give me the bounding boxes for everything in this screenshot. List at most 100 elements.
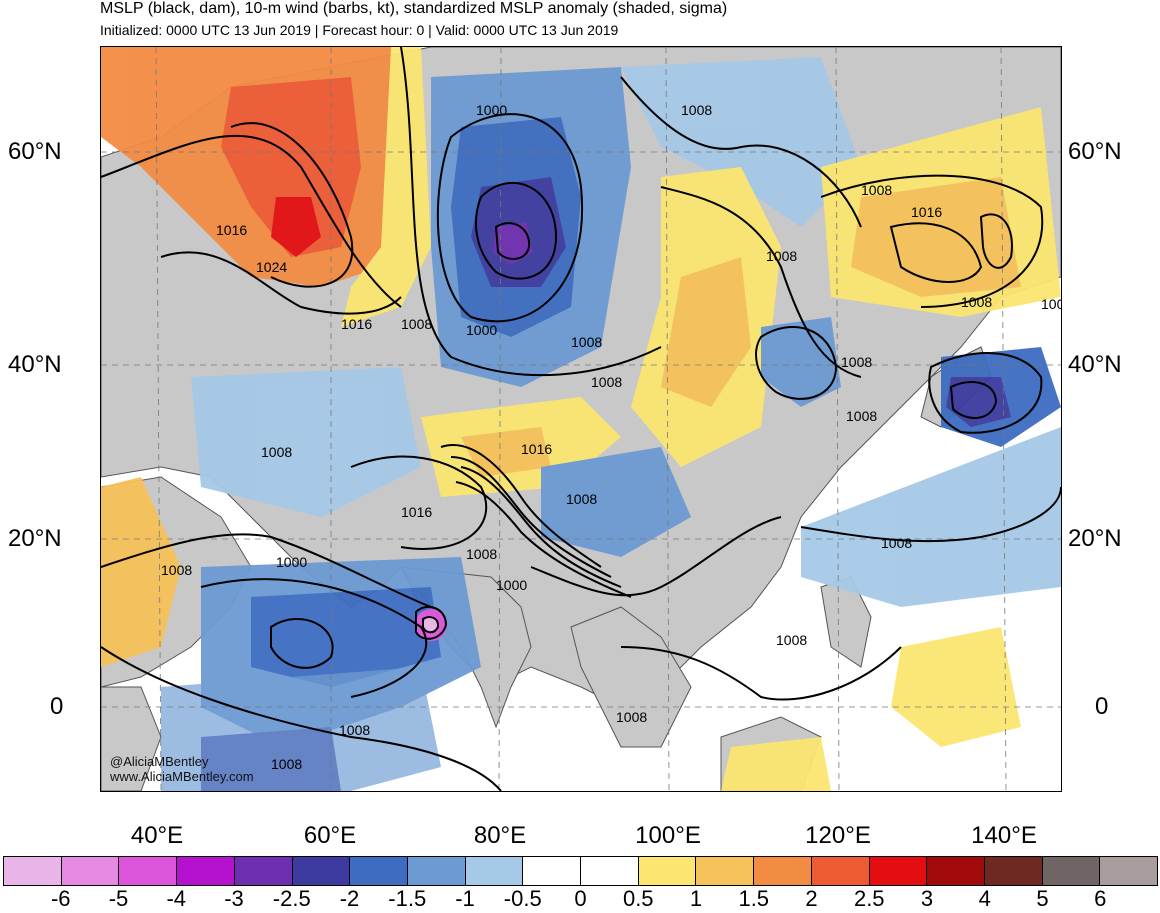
credit-handle: @AliciaMBentley [110,754,209,769]
lon-label-80e: 80°E [473,822,527,849]
isobar-label: 1008 [401,316,432,332]
colorbar-box [61,857,120,885]
colorbar-label: -6 [50,886,71,911]
colorbar-box [869,857,928,885]
colorbar-label: 4 [978,886,991,911]
colorbar-label: 1 [689,886,703,911]
colorbar-label: 1.5 [738,886,770,911]
colorbar-box [350,857,408,885]
isobar-label: 1024 [256,259,287,275]
colorbar-label: -0.5 [503,886,542,911]
colorbar-label: -5 [108,886,129,911]
lat-label-20n-right: 20°N [1068,525,1122,552]
lat-label-20n-left: 20°N [8,525,62,552]
colorbar-box [581,857,639,885]
isobar-label: 1000 [1041,296,1061,312]
colorbar-label: 3 [920,886,934,911]
isobar-label: 1008 [261,444,292,460]
isobar-label: 1008 [566,491,597,507]
isobar-label: 1008 [339,722,370,738]
isobar-label: 1008 [881,535,912,551]
isobar-label-group: 1000 1008 1008 1016 1016 1024 1016 1008 1000 1008… [161,102,1061,772]
anomaly-blue-pacific [801,427,1061,607]
lon-label-40e: 40°E [130,822,184,849]
colorbar-label: 2.5 [853,886,885,911]
lat-label-0-right: 0 [1095,693,1109,720]
anomaly-blue-central-asia [191,367,421,517]
anomaly-shading [101,47,1061,791]
lon-label-120e: 120°E [805,822,871,849]
lat-label-40n-right: 40°N [1068,351,1122,378]
isobars [101,47,1061,791]
anomaly-blue-south [161,667,441,791]
isobar-label: 1008 [766,248,797,264]
lat-label-60n-left: 60°N [8,138,62,165]
colorbar-box [696,857,755,885]
map-title: MSLP (black, dam), 10-m wind (barbs, kt)… [100,0,728,17]
anomaly-orange-mongolia [661,257,751,407]
anomaly-blue-china [541,447,691,557]
isobar-label: 1008 [271,756,302,772]
colorbar-label: 0.5 [622,886,654,911]
isobar-label: 1000 [276,554,307,570]
isobar-label: 1016 [216,222,247,238]
anomaly-blue-manchuria [761,317,841,407]
map-panel: 1000 1008 1008 1016 1016 1024 1016 1008 1000 1008… [100,46,1062,792]
credit-website: www.AliciaMBentley.com [110,769,254,784]
colorbar-label: -3 [224,886,244,911]
lon-label-60e: 60°E [303,822,357,849]
colorbar-box [234,857,293,885]
isobar-label: 1008 [161,562,192,578]
colorbar-label: -1.5 [388,886,427,911]
colorbar-box [638,857,697,885]
colorbar-label: 6 [1094,886,1107,911]
colorbar-box [754,857,812,885]
anomaly-colorbar [3,856,1158,886]
isobar-label: 1008 [571,334,602,350]
colorbar-box [292,857,351,885]
indochina-landmass [570,606,692,748]
map-subtitle: Initialized: 0000 UTC 13 Jun 2019 | Fore… [100,22,619,38]
isobar-label: 1000 [466,322,497,338]
colorbar-box [119,857,178,885]
colorbar-label: 0 [574,886,587,911]
isobar-label: 1016 [521,441,552,457]
isobar-label: 1008 [466,546,497,562]
isobar-label: 1008 [616,709,647,725]
colorbar-box [1100,857,1158,885]
isobar-label: 1008 [776,632,807,648]
colorbar-label: -1 [455,886,475,911]
colorbar-label: -2 [339,886,360,911]
anomaly-orange-arabia [101,477,181,667]
isobar-label: 1008 [591,374,622,390]
anomaly-yellow-indonesia [721,737,831,791]
isobar-label: 1008 [846,408,877,424]
graticule [101,47,1061,791]
africa-landmass [101,686,162,791]
anomaly-orange-okhotsk [851,177,1021,297]
isobar-label: 1008 [861,182,892,198]
isobar-label: 1016 [911,204,942,220]
colorbar-box [407,857,466,885]
anomaly-cold-indian-ocean-inner [251,587,441,687]
anomaly-orange-tibet [461,427,551,477]
anomaly-max-europe [271,197,321,257]
colorbar-box [465,857,524,885]
anomaly-warm-europe-inner [221,77,361,257]
isobar-label: 1016 [401,504,432,520]
map-canvas: 1000 1008 1008 1016 1016 1024 1016 1008 1000 1008… [101,47,1061,791]
colorbar-box [1042,857,1101,885]
colorbar-box [4,857,62,885]
colorbar-label: -4 [166,886,187,911]
isobar-label: 1000 [496,577,527,593]
lat-label-0-left: 0 [50,693,64,720]
colorbar-box [927,857,985,885]
colorbar-box [523,857,582,885]
isobar-label: 1008 [841,354,872,370]
isobar-label: 1008 [681,102,712,118]
isobar-label: 1008 [961,294,992,310]
anomaly-blue-arctic [621,57,861,227]
anomaly-yellow-pacific [891,627,1021,747]
anomaly-cyclone-center [423,617,439,633]
lat-label-40n-left: 40°N [8,351,62,378]
